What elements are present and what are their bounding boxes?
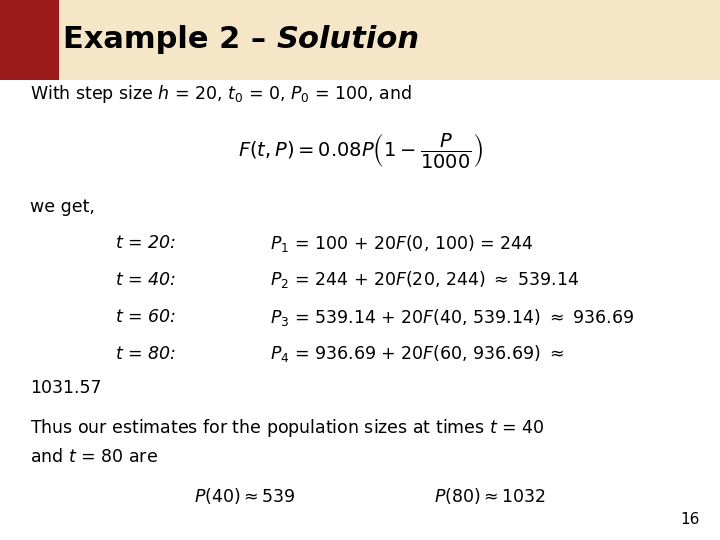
Bar <box>0 0 720 80</box>
Text: Example 2 –: Example 2 – <box>63 25 276 55</box>
Text: 1031.57: 1031.57 <box>30 379 102 397</box>
Bar <box>0 0 59 80</box>
Text: 16: 16 <box>680 512 700 528</box>
Text: With step size $h$ = 20, $t_0$ = 0, $P_0$ = 100, and: With step size $h$ = 20, $t_0$ = 0, $P_0… <box>30 83 412 105</box>
Text: $t$ = 80:: $t$ = 80: <box>115 345 176 363</box>
Text: $P_3$ = 539.14 + 20$F$(40, 539.14) $\approx$ 936.69: $P_3$ = 539.14 + 20$F$(40, 539.14) $\app… <box>270 307 634 327</box>
Text: $P_4$ = 936.69 + 20$F$(60, 936.69) $\approx$: $P_4$ = 936.69 + 20$F$(60, 936.69) $\app… <box>270 343 564 364</box>
Text: $F(t, P) = 0.08P\left(1 - \dfrac{P}{1000}\right)$: $F(t, P) = 0.08P\left(1 - \dfrac{P}{1000… <box>238 131 482 170</box>
Text: $t$ = 60:: $t$ = 60: <box>115 308 176 326</box>
Text: $P(80) \approx 1032$: $P(80) \approx 1032$ <box>434 486 546 506</box>
Text: $P_2$ = 244 + 20$F$(20, 244) $\approx$ 539.14: $P_2$ = 244 + 20$F$(20, 244) $\approx$ 5… <box>270 269 579 291</box>
Text: we get,: we get, <box>30 198 95 216</box>
Text: Solution: Solution <box>276 25 420 55</box>
Text: $P(40) \approx 539$: $P(40) \approx 539$ <box>194 486 296 506</box>
Text: Thus our estimates for the population sizes at times $t$ = 40: Thus our estimates for the population si… <box>30 417 544 439</box>
Text: $t$ = 40:: $t$ = 40: <box>115 271 176 289</box>
Text: $t$ = 20:: $t$ = 20: <box>115 234 176 252</box>
Text: $P_1$ = 100 + 20$F$(0, 100) = 244: $P_1$ = 100 + 20$F$(0, 100) = 244 <box>270 233 534 253</box>
Text: and $t$ = 80 are: and $t$ = 80 are <box>30 448 158 466</box>
